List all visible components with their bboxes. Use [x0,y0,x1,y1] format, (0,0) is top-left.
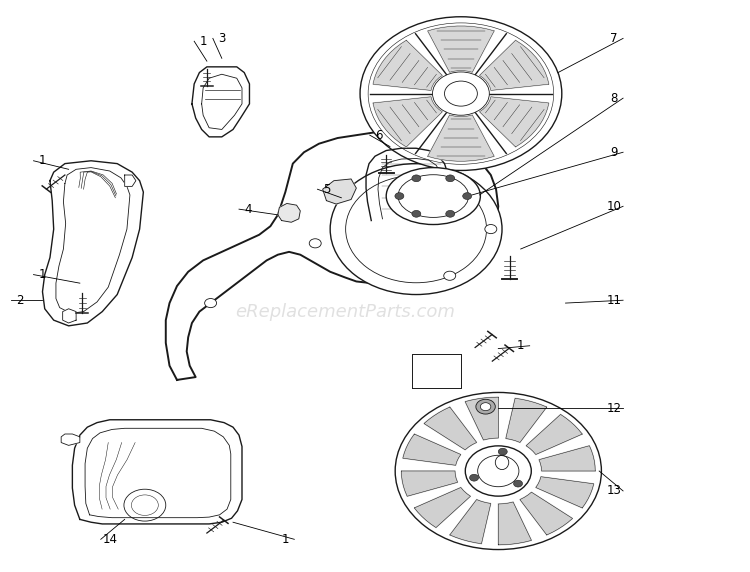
Polygon shape [403,434,460,465]
Circle shape [412,175,421,182]
Circle shape [433,72,489,115]
Polygon shape [401,471,457,496]
Bar [413,354,461,388]
Polygon shape [498,502,532,545]
Circle shape [478,455,519,487]
Ellipse shape [386,168,480,225]
Text: 5: 5 [322,182,330,196]
Polygon shape [414,487,470,527]
Polygon shape [427,115,494,161]
Polygon shape [450,499,491,544]
Circle shape [463,193,472,200]
Circle shape [330,164,502,295]
Polygon shape [427,26,494,72]
Text: 7: 7 [610,32,618,45]
Text: 12: 12 [607,402,622,415]
Circle shape [480,403,490,411]
Polygon shape [506,398,547,442]
Circle shape [205,299,217,308]
Polygon shape [124,175,136,186]
Polygon shape [373,97,442,147]
Circle shape [360,17,562,170]
Text: 1: 1 [39,154,46,167]
Polygon shape [43,161,143,326]
Text: eReplacementParts.com: eReplacementParts.com [236,303,455,321]
Text: 11: 11 [607,294,622,307]
Polygon shape [526,415,582,455]
Polygon shape [479,40,549,90]
Text: 1: 1 [200,35,207,47]
Text: 3: 3 [218,32,226,45]
Text: 9: 9 [610,146,618,159]
Polygon shape [63,309,76,323]
Text: 4: 4 [244,202,252,216]
Circle shape [395,193,404,200]
Text: 10: 10 [607,200,622,213]
Circle shape [444,271,456,280]
Polygon shape [166,132,498,380]
Polygon shape [322,179,356,204]
Circle shape [470,474,478,481]
Circle shape [465,446,531,496]
Circle shape [498,448,507,455]
Polygon shape [536,476,594,508]
Text: 1: 1 [39,268,46,281]
Text: 8: 8 [610,92,618,105]
Polygon shape [192,67,250,137]
Polygon shape [373,40,442,90]
Circle shape [309,239,321,248]
Polygon shape [465,397,498,440]
Text: 6: 6 [375,129,382,142]
Circle shape [484,225,496,233]
Text: 13: 13 [607,484,622,498]
Text: 1: 1 [517,339,524,352]
Circle shape [446,175,454,182]
Polygon shape [520,492,572,535]
Polygon shape [424,407,477,450]
Polygon shape [278,204,300,223]
Circle shape [514,480,523,487]
Text: 1: 1 [281,533,289,546]
Polygon shape [62,434,80,446]
Circle shape [446,210,454,217]
Text: 14: 14 [102,533,117,546]
Text: 2: 2 [16,294,24,307]
Circle shape [476,399,495,414]
Circle shape [412,210,421,217]
Polygon shape [479,97,549,147]
Polygon shape [539,446,596,471]
Polygon shape [72,420,242,524]
Circle shape [395,392,602,550]
